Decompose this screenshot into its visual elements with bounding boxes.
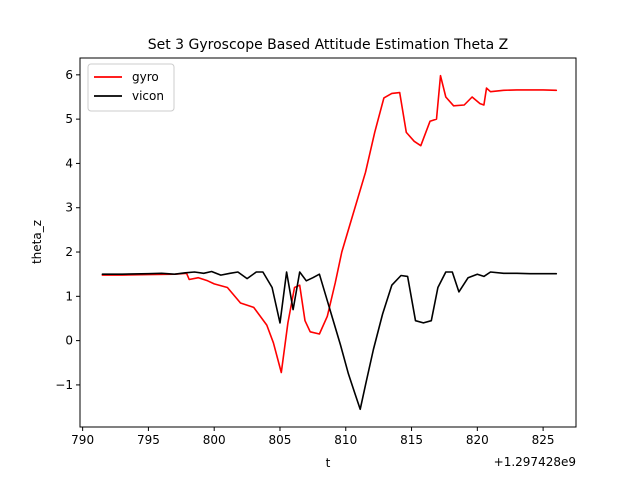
x-tick-label: 805: [269, 433, 292, 447]
y-tick-label: 3: [65, 201, 73, 215]
axes-background: [80, 58, 576, 427]
x-tick-label: 810: [334, 433, 357, 447]
y-tick-label: 2: [65, 245, 73, 259]
x-tick-label: 820: [466, 433, 489, 447]
x-tick-label: 825: [532, 433, 555, 447]
y-tick-label: 6: [65, 68, 73, 82]
x-tick-label: 815: [400, 433, 423, 447]
x-axis-offset-label: +1.297428e9: [494, 455, 576, 469]
y-tick-label: 0: [65, 334, 73, 348]
legend-box: [87, 63, 175, 112]
y-tick-label: 5: [65, 112, 73, 126]
legend: gyro vicon: [87, 63, 175, 112]
x-axis: 790 795 800 805 810 815 820 825: [71, 427, 555, 447]
y-tick-label: 1: [65, 289, 73, 303]
series-layer: [101, 74, 558, 411]
axes-frame: [79, 57, 577, 428]
plot-area: [80, 58, 576, 427]
legend-label-vicon: vicon: [132, 89, 164, 103]
series-line-gyro: [101, 74, 558, 374]
series-line-vicon: [101, 270, 558, 411]
x-tick-label: 800: [203, 433, 226, 447]
x-tick-label: 790: [71, 433, 94, 447]
y-axis-label: theta_z: [30, 220, 44, 264]
chart-title: Set 3 Gyroscope Based Attitude Estimatio…: [148, 37, 509, 53]
legend-label-gyro: gyro: [132, 70, 159, 84]
y-tick-label: −1: [55, 378, 73, 392]
x-axis-label: t: [326, 456, 331, 470]
y-tick-label: 4: [65, 156, 73, 170]
x-tick-label: 795: [137, 433, 160, 447]
y-axis: −1 0 1 2 3 4 5 6: [55, 68, 80, 392]
